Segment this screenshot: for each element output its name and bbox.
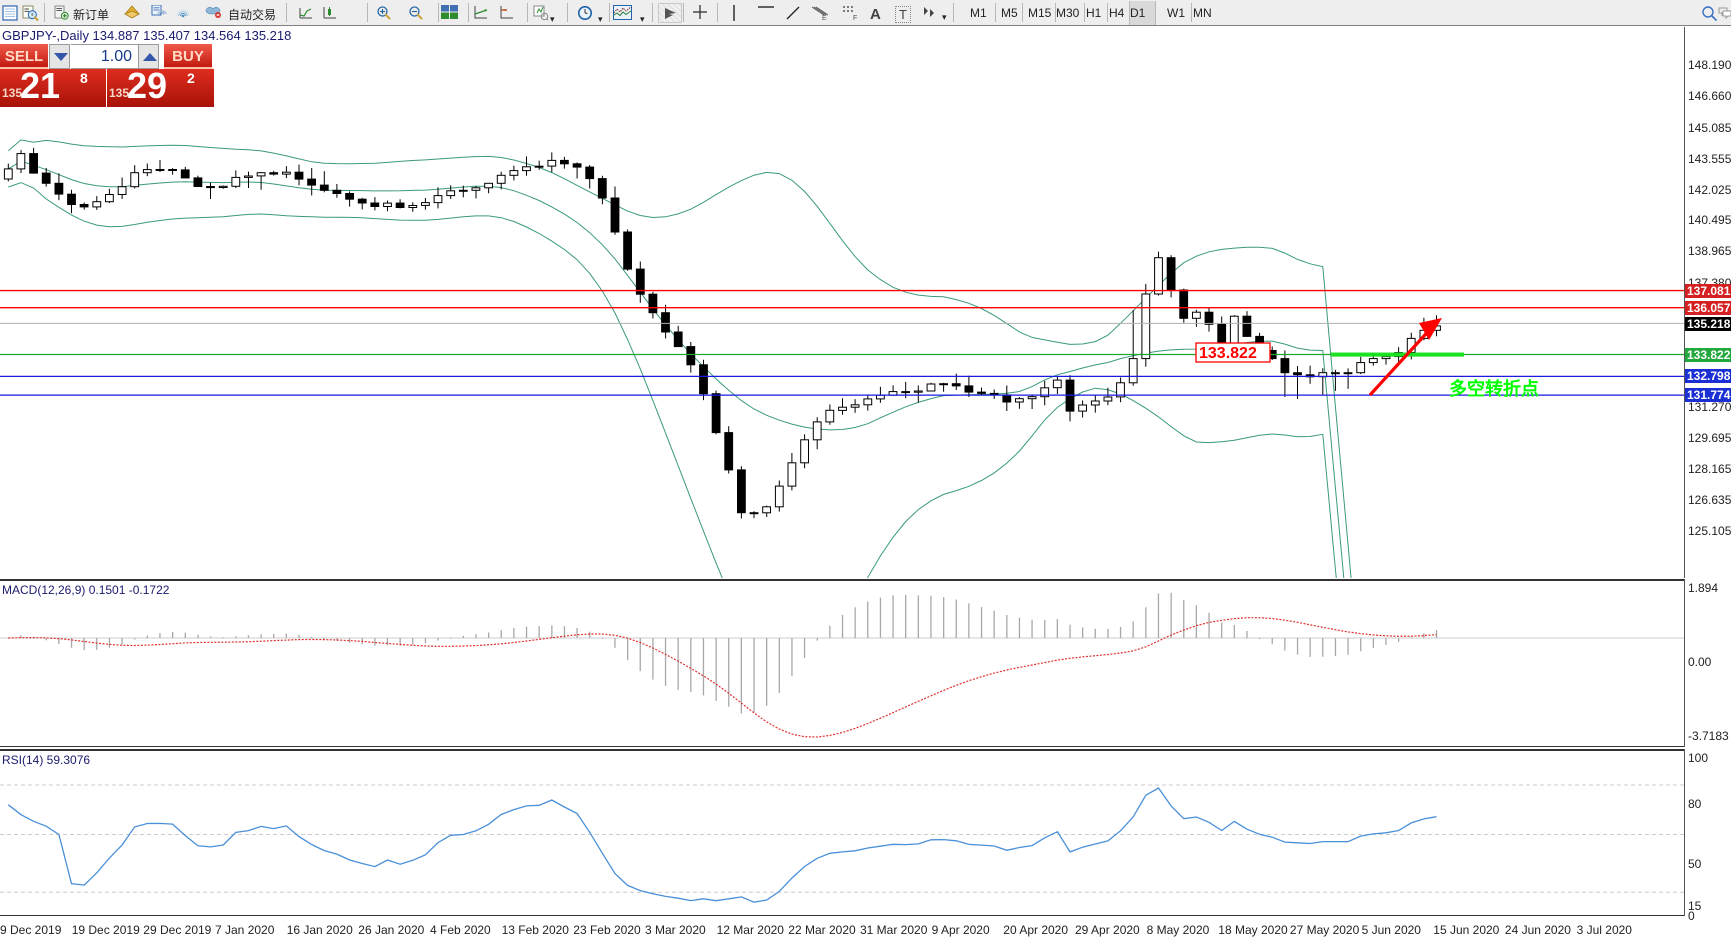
svg-text:E: E xyxy=(822,15,827,21)
svg-text:133.822: 133.822 xyxy=(1199,345,1257,362)
svg-text:F: F xyxy=(853,15,857,21)
svg-text:多空转折点: 多空转折点 xyxy=(1449,378,1539,399)
